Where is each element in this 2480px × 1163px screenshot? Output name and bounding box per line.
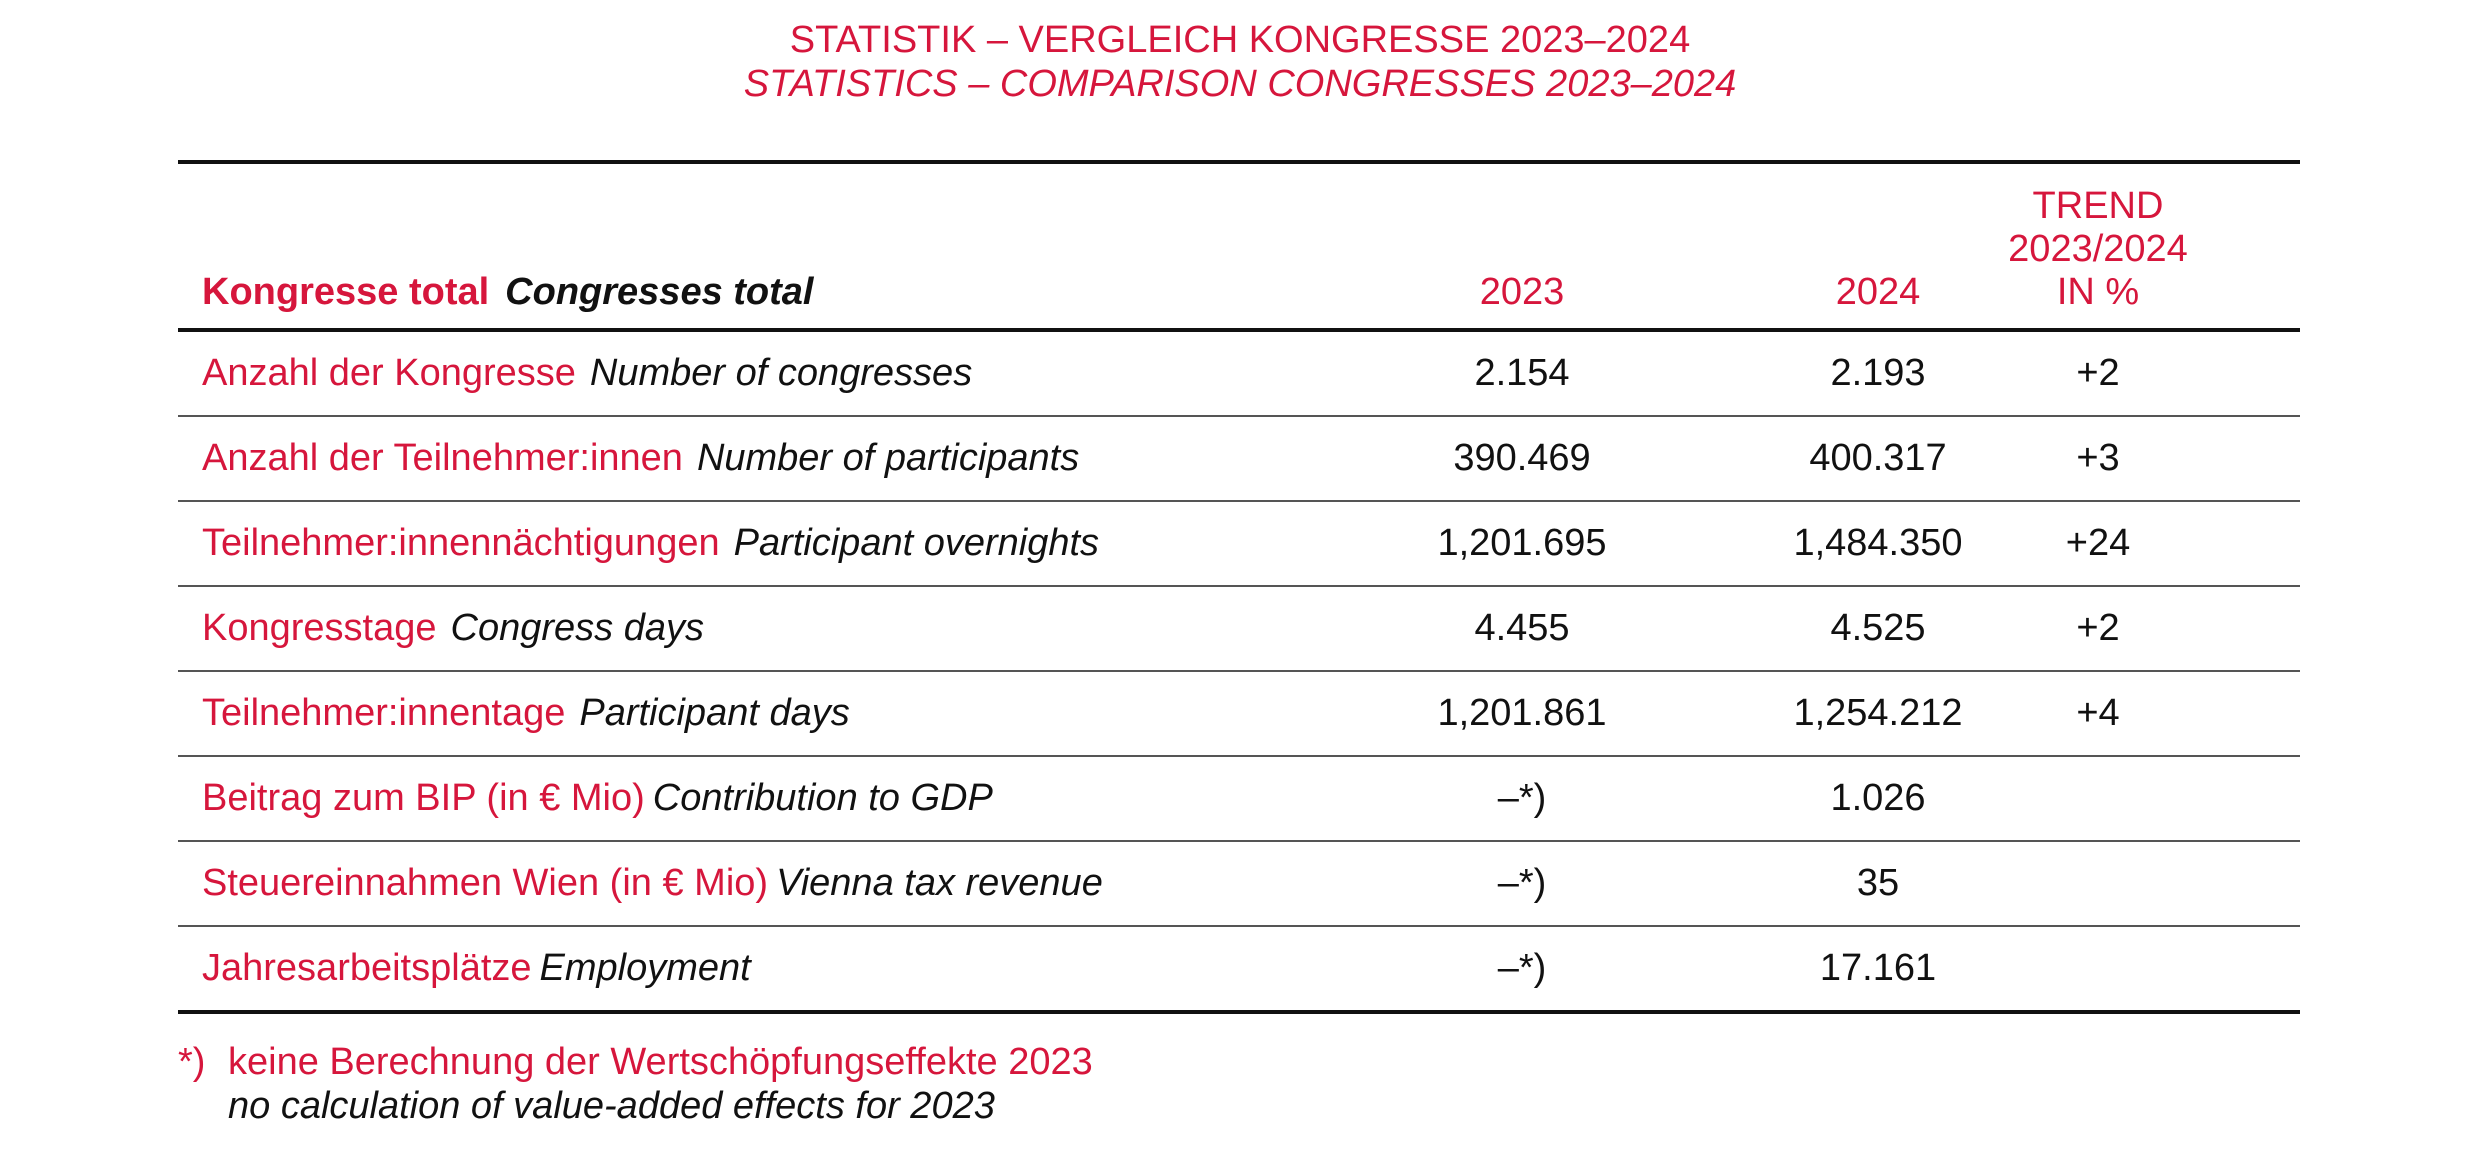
header-2024: 2024 <box>1835 271 1921 313</box>
row-trend: +24 <box>2065 522 2131 564</box>
row-label-english: Contribution to GDP <box>652 777 993 819</box>
table-row: Kongresstage Congress days 4.455 4.525 +2 <box>178 587 2300 672</box>
row-value-2023: 390.469 <box>1453 437 1591 479</box>
row-value-2024: 1,254.212 <box>1793 692 1963 734</box>
title-english: STATISTICS – COMPARISON CONGRESSES 2023–… <box>743 63 1737 105</box>
header-2023: 2023 <box>1479 271 1565 313</box>
header-label-english: Congresses total <box>505 271 814 313</box>
row-label-german: Anzahl der Kongresse <box>202 352 576 394</box>
table-row: Anzahl der Kongresse Number of congresses… <box>178 332 2300 417</box>
row-label-english: Employment <box>539 947 751 989</box>
row-value-2024: 4.525 <box>1830 607 1926 649</box>
row-value-2023: 1,201.861 <box>1437 692 1607 734</box>
table-row: Steuereinnahmen Wien (in € Mio) Vienna ta… <box>178 842 2300 927</box>
row-label-german: Teilnehmer:innentage <box>202 692 566 734</box>
row-value-2023: –*) <box>1497 947 1547 989</box>
row-value-2024: 35 <box>1856 862 1900 904</box>
header-trend-line1: TREND <box>2032 185 2164 227</box>
footnote-german: keine Berechnung der Wertschöpfungseffek… <box>228 1041 1093 1083</box>
header-trend-line2: 2023/2024 <box>2008 228 2188 270</box>
footnote-mark: *) <box>178 1041 206 1083</box>
table-header: Kongresse total Congresses total 2023 202… <box>178 164 2300 332</box>
row-label-english: Number of participants <box>696 437 1080 479</box>
header-label: Kongresse total Congresses total <box>202 270 813 314</box>
row-trend: +2 <box>2076 607 2120 649</box>
row-value-2023: –*) <box>1497 777 1547 819</box>
row-label-german: Anzahl der Teilnehmer:innen <box>202 437 683 479</box>
row-label-german: Teilnehmer:innennächtigungen <box>202 522 720 564</box>
header-trend: TREND 2023/2024 IN % <box>1948 185 2248 314</box>
row-value-2023: 4.455 <box>1474 607 1570 649</box>
table-row: Teilnehmer:innennächtigungen Participant … <box>178 502 2300 587</box>
row-trend: +3 <box>2076 437 2120 479</box>
table-row: Anzahl der Teilnehmer:innen Number of par… <box>178 417 2300 502</box>
table-row: Jahresarbeitsplätze Employment –*) 17.161 <box>178 927 2300 1010</box>
row-value-2024: 1,484.350 <box>1793 522 1963 564</box>
statistics-table: Kongresse total Congresses total 2023 202… <box>178 160 2300 1014</box>
row-value-2023: 2.154 <box>1474 352 1570 394</box>
row-label-english: Vienna tax revenue <box>776 862 1103 904</box>
row-value-2024: 400.317 <box>1809 437 1947 479</box>
row-trend: +2 <box>2076 352 2120 394</box>
header-trend-line3: IN % <box>2056 271 2140 313</box>
table-row: Beitrag zum BIP (in € Mio) Contribution t… <box>178 757 2300 842</box>
row-value-2024: 17.161 <box>1819 947 1937 989</box>
footnote-english: no calculation of value-added effects fo… <box>228 1085 995 1127</box>
title-german: STATISTIK – VERGLEICH KONGRESSE 2023–202… <box>789 19 1691 61</box>
row-label-english: Participant overnights <box>733 522 1100 564</box>
row-value-2023: –*) <box>1497 862 1547 904</box>
row-trend: +4 <box>2076 692 2120 734</box>
row-label-german: Beitrag zum BIP (in € Mio) <box>202 777 645 819</box>
row-value-2024: 1.026 <box>1830 777 1926 819</box>
row-label-english: Participant days <box>579 692 850 734</box>
row-label-german: Kongresstage <box>202 607 437 649</box>
header-label-german: Kongresse total <box>202 271 490 313</box>
row-value-2023: 1,201.695 <box>1437 522 1607 564</box>
row-label-german: Jahresarbeitsplätze <box>202 947 532 989</box>
row-value-2024: 2.193 <box>1830 352 1926 394</box>
table-row: Teilnehmer:innentage Participant days 1,2… <box>178 672 2300 757</box>
row-label-english: Congress days <box>450 607 704 649</box>
row-label-german: Steuereinnahmen Wien (in € Mio) <box>202 862 769 904</box>
row-label-english: Number of congresses <box>589 352 973 394</box>
